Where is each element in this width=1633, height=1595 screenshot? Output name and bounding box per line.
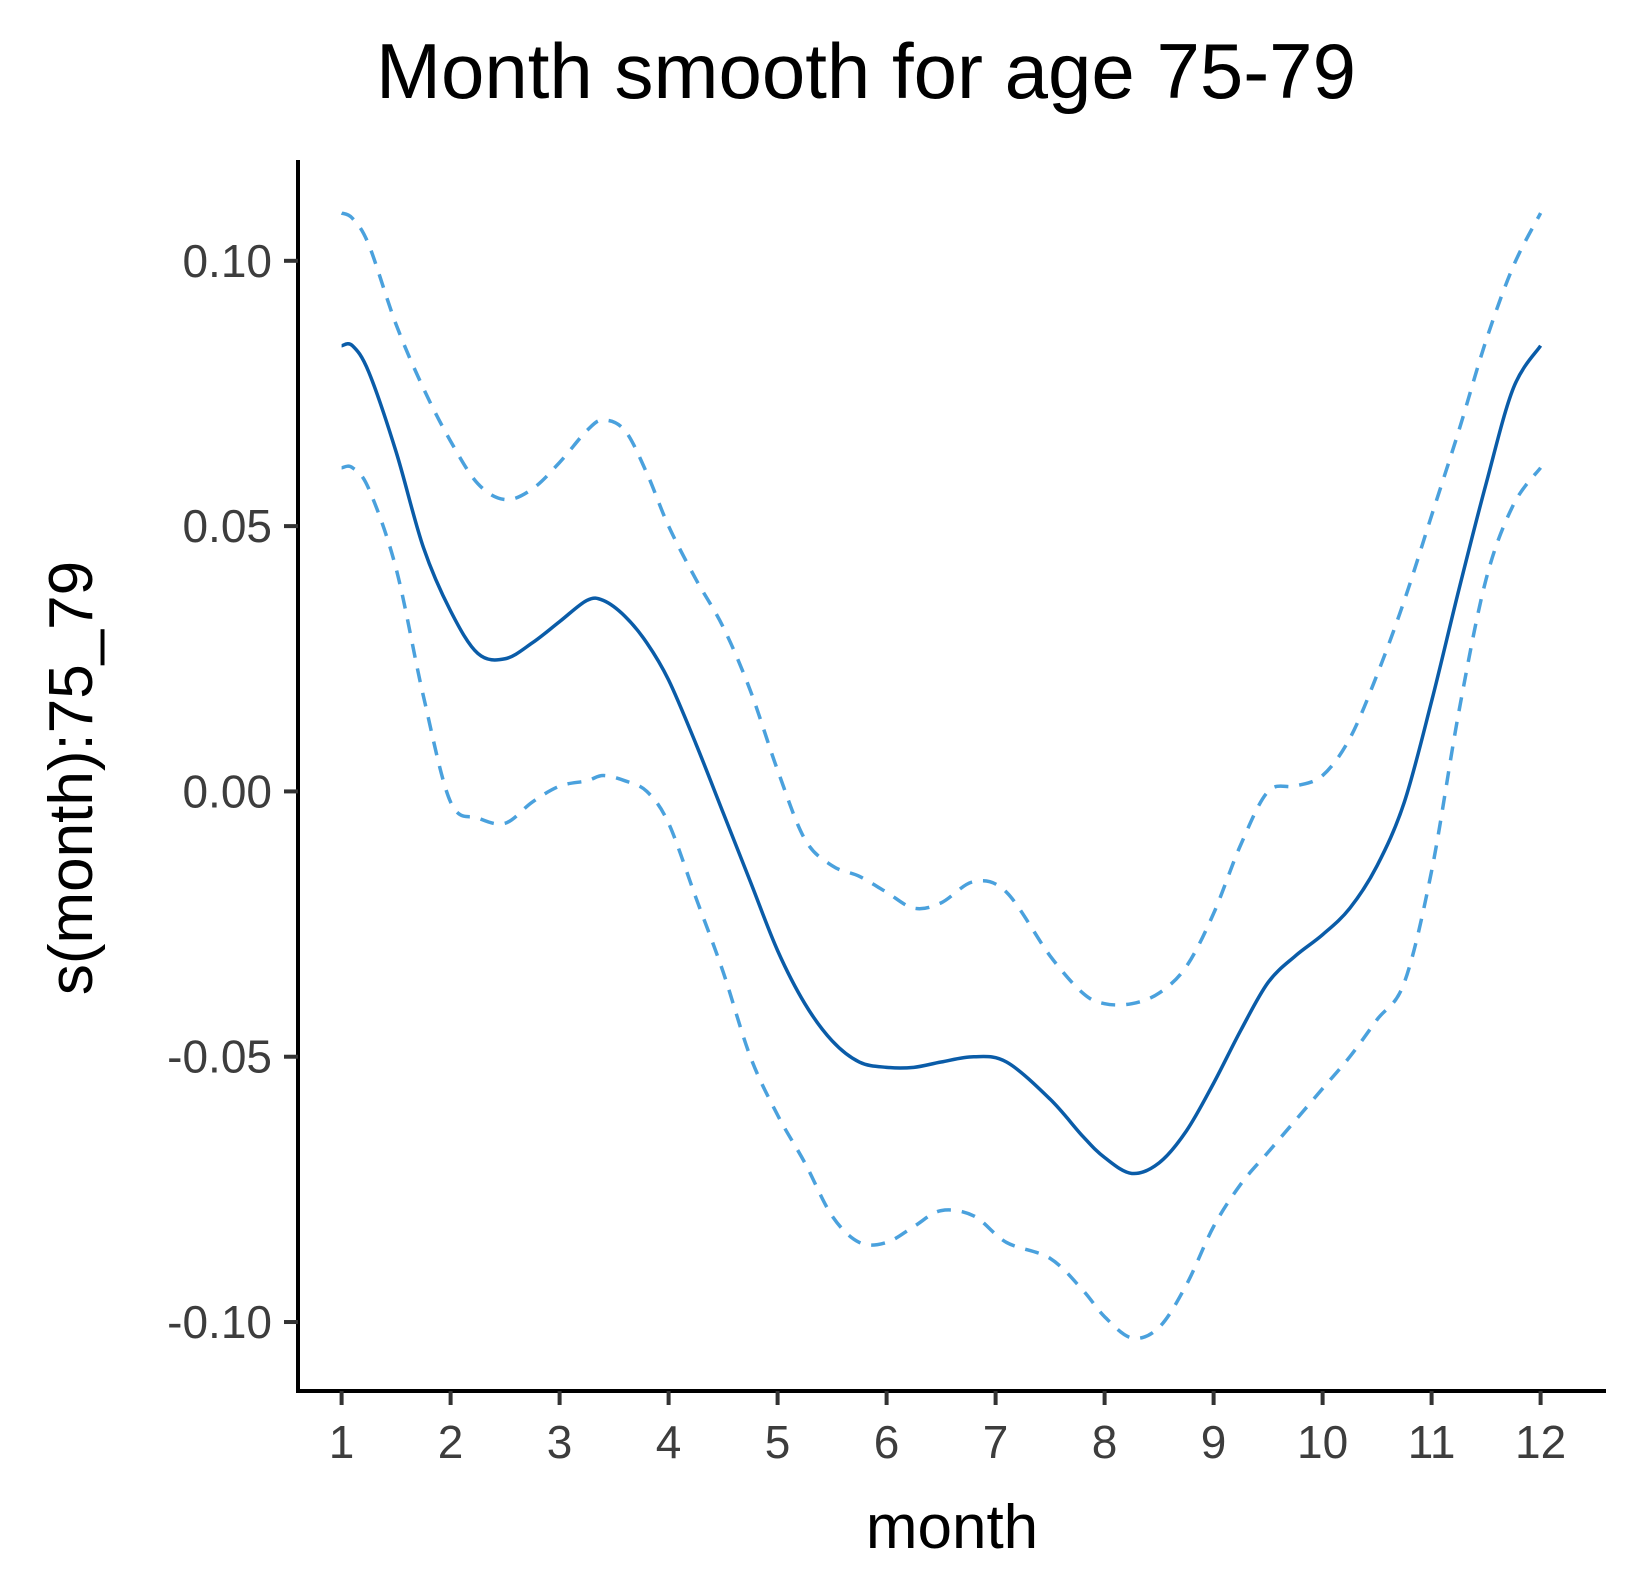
chart-title: Month smooth for age 75-79 [376,27,1356,115]
x-tick-label: 9 [1201,1416,1227,1468]
x-tick-label: 4 [656,1416,682,1468]
y-ticks: 0.10 0.05 0.00 -0.05 -0.10 [167,235,298,1348]
x-tick-label: 2 [438,1416,464,1468]
x-tick-label: 10 [1297,1416,1348,1468]
x-tick-label: 8 [1092,1416,1118,1468]
y-tick-label: -0.10 [167,1296,272,1348]
upper-ci-line [340,211,1543,1007]
x-tick-label: 6 [874,1416,900,1468]
plot-lines [340,211,1543,1341]
y-tick-label: 0.10 [182,235,272,287]
y-tick-label: 0.00 [182,765,272,817]
x-tick-label: 5 [765,1416,791,1468]
y-axis-title: s(month):75_79 [37,561,106,995]
x-tick-label: 3 [547,1416,573,1468]
x-tick-label: 12 [1515,1416,1566,1468]
x-ticks: 1 2 3 4 5 6 7 8 9 10 11 12 [329,1391,1566,1468]
lower-ci-line [341,464,1543,1341]
fit-line [341,342,1543,1176]
x-tick-label: 1 [329,1416,355,1468]
y-tick-label: 0.05 [182,500,272,552]
x-axis-title: month [866,1493,1038,1562]
y-tick-label: -0.05 [167,1031,272,1083]
x-tick-label: 7 [983,1416,1009,1468]
x-tick-label: 11 [1408,1416,1456,1468]
